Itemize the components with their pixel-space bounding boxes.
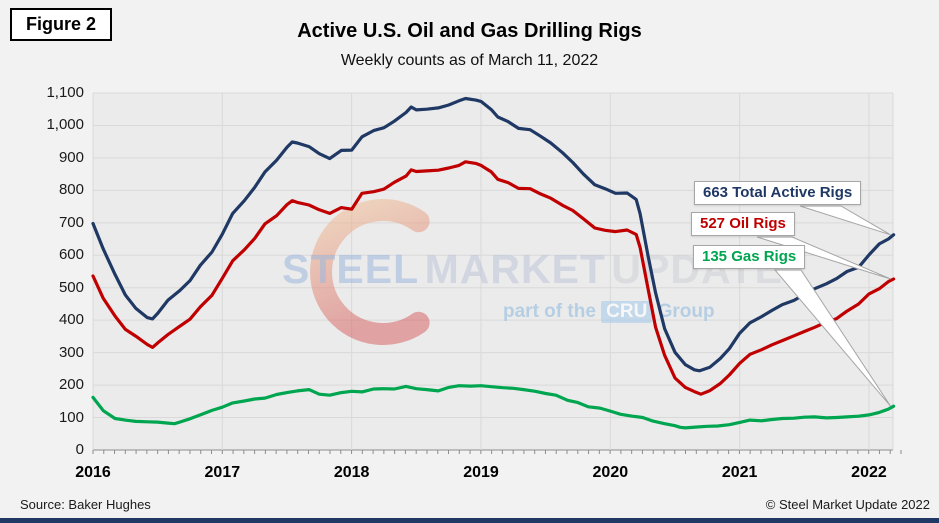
copyright-note: © Steel Market Update 2022	[765, 497, 930, 512]
x-axis-tick-label: 2020	[592, 464, 629, 481]
y-axis-tick-label: 600	[58, 246, 84, 264]
callout-label: 527 Oil Rigs	[691, 212, 795, 236]
watermark-subline: part of the CRU Group	[503, 301, 715, 323]
y-axis-tick-label: 1,100	[46, 84, 84, 101]
y-axis-tick-label: 500	[58, 278, 84, 296]
watermark-word-steel: STEEL	[282, 246, 420, 292]
x-axis-tick-label: 2017	[204, 464, 241, 481]
callout-label: 135 Gas Rigs	[693, 245, 806, 269]
x-axis-minor-ticks	[92, 450, 902, 454]
chart-title: Active U.S. Oil and Gas Drilling Rigs	[297, 20, 642, 42]
x-axis-tick-label: 2018	[333, 464, 370, 481]
y-axis-tick-label: 700	[58, 213, 84, 231]
watermark-partof-text: part of the	[503, 301, 596, 322]
callout-label: 663 Total Active Rigs	[694, 181, 862, 205]
y-axis-tick-label: 300	[58, 343, 84, 361]
y-axis-tick-label: 800	[58, 181, 84, 199]
chart-subtitle: Weekly counts as of March 11, 2022	[340, 52, 599, 69]
y-axis-tick-label: 400	[58, 311, 84, 329]
y-axis-tick-label: 200	[58, 376, 84, 394]
cru-logo-badge: CRU	[601, 301, 653, 323]
y-axis-tick-label: 0	[75, 441, 84, 458]
figure-label: Figure 2	[10, 8, 113, 41]
series-line-gas-rigs	[91, 384, 896, 430]
x-axis-tick-label: 2021	[721, 464, 758, 481]
x-axis-tick-label: 2016	[75, 464, 111, 481]
callout-pointer	[773, 269, 891, 407]
y-axis-tick-label: 900	[58, 148, 84, 166]
y-axis-tick-label: 1,000	[46, 116, 84, 134]
footer-bar	[0, 518, 939, 523]
callout-pointer	[799, 205, 891, 236]
source-note: Source: Baker Hughes	[20, 497, 151, 512]
y-axis-tick-label: 100	[58, 408, 84, 426]
callout-pointers	[756, 205, 891, 407]
watermark-group-text: Group	[657, 301, 715, 322]
x-axis-tick-label: 2022	[851, 464, 887, 481]
x-axis-tick-label: 2019	[463, 464, 499, 481]
watermark-word-market: MARKET	[424, 246, 606, 292]
